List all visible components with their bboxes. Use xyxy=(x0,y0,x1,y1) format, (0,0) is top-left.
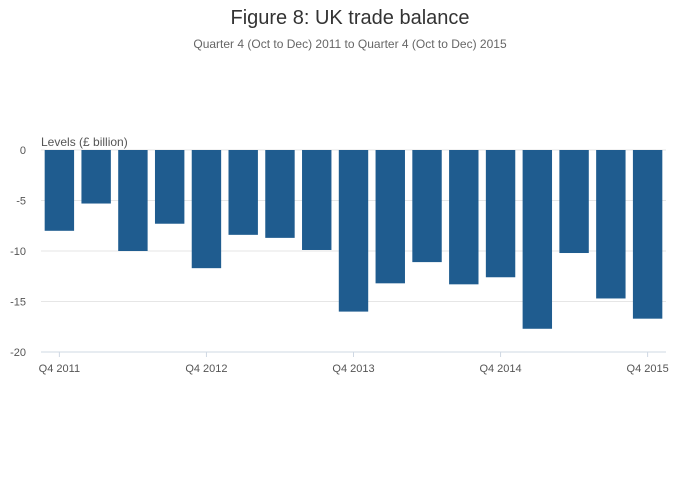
bar xyxy=(449,150,479,285)
y-tick-label: -20 xyxy=(10,347,26,359)
y-tick-label: 0 xyxy=(20,145,26,157)
bar xyxy=(302,150,332,250)
bar xyxy=(154,150,185,224)
bar xyxy=(81,150,111,204)
y-tick-label: -5 xyxy=(16,196,26,208)
y-tick-label: -15 xyxy=(10,297,26,309)
bar xyxy=(596,150,626,299)
chart-title: Figure 8: UK trade balance xyxy=(230,7,469,29)
bar xyxy=(228,150,258,235)
x-tick-label: Q4 2013 xyxy=(332,363,374,375)
bar xyxy=(559,150,589,254)
axes: 0 -5 -10 -15 -20 Q4 2011 Q4 2012 Q4 2013 Q4 2014… xyxy=(10,145,669,375)
bar xyxy=(44,150,75,231)
bar xyxy=(632,150,663,319)
y-tick-label: -10 xyxy=(10,246,26,258)
bar xyxy=(485,150,516,278)
bar xyxy=(522,150,553,329)
bar xyxy=(191,150,222,269)
y-axis-unit-label: Levels (£ billion) xyxy=(41,135,128,149)
bar xyxy=(375,150,405,284)
bars xyxy=(44,150,663,329)
x-tick-label: Q4 2012 xyxy=(185,363,227,375)
x-tick-label: Q4 2011 xyxy=(39,363,80,375)
bar xyxy=(265,150,295,238)
bar xyxy=(118,150,148,251)
bar xyxy=(412,150,442,263)
chart-subtitle: Quarter 4 (Oct to Dec) 2011 to Quarter 4… xyxy=(193,37,507,51)
x-tick-label: Q4 2014 xyxy=(479,363,521,375)
bar xyxy=(338,150,369,312)
x-tick-label: Q4 2015 xyxy=(627,363,669,375)
